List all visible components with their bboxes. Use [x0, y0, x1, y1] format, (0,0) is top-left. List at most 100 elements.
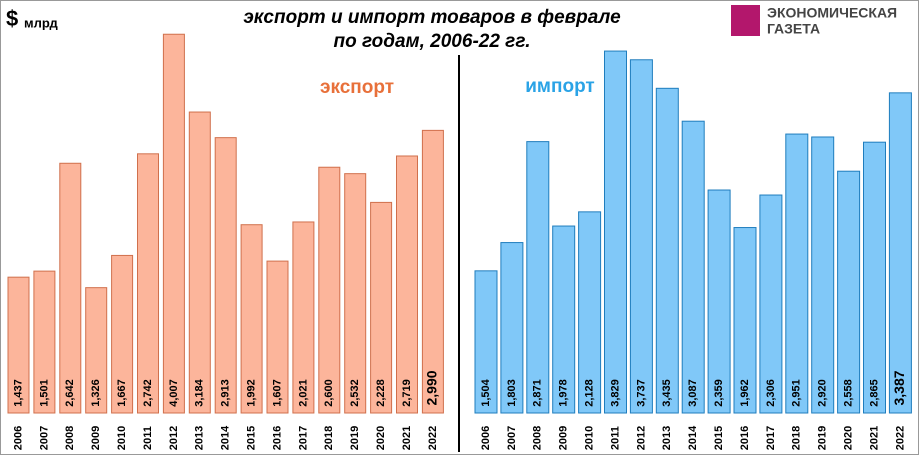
- logo-text: ГАЗЕТА: [767, 21, 820, 37]
- x-tick-label: 2020: [843, 426, 855, 450]
- title: экспорт и импорт товаров в феврале: [243, 7, 621, 28]
- value-label: 2,128: [584, 379, 596, 407]
- bar: [759, 194, 783, 414]
- logo-icon: [731, 5, 760, 36]
- x-tick-label: 2018: [791, 426, 803, 450]
- bar: [707, 189, 731, 414]
- value-label: 2,920: [817, 379, 829, 407]
- value-label: 3,087: [687, 379, 699, 407]
- series-label: экспорт: [320, 77, 394, 98]
- x-tick-label: 2012: [635, 426, 647, 450]
- x-tick-label: 2009: [558, 426, 570, 450]
- value-label: 3,829: [609, 379, 621, 407]
- value-label: 3,737: [635, 379, 647, 407]
- value-label: 1,992: [246, 379, 258, 407]
- value-label: 2,021: [297, 379, 309, 407]
- x-tick-label: 2010: [584, 426, 596, 450]
- bar: [214, 137, 237, 414]
- value-label: 2,951: [791, 379, 803, 407]
- x-tick-label: 2007: [38, 426, 50, 450]
- bar: [837, 170, 861, 414]
- bar: [421, 129, 444, 414]
- bar: [240, 224, 263, 414]
- value-label: 1,504: [480, 378, 492, 406]
- value-label: 2,871: [532, 379, 544, 407]
- value-label: 2,532: [349, 379, 361, 407]
- x-tick-label: 2014: [220, 425, 232, 450]
- bar: [85, 287, 108, 414]
- value-label: 1,962: [739, 379, 751, 407]
- value-label: 2,359: [713, 379, 725, 407]
- x-tick-label: 2010: [116, 426, 128, 450]
- bar: [655, 87, 679, 414]
- value-label: 1,978: [558, 379, 570, 407]
- bar: [162, 33, 185, 414]
- x-tick-label: 2016: [271, 426, 283, 450]
- logo-text: ЭКОНОМИЧЕСКАЯ: [767, 5, 897, 21]
- x-tick-label: 2019: [817, 426, 829, 450]
- x-tick-label: 2013: [661, 426, 673, 450]
- bar: [526, 141, 550, 414]
- value-label: 2,865: [868, 379, 880, 407]
- bar: [604, 50, 627, 414]
- x-tick-label: 2021: [401, 426, 413, 450]
- value-label: 2,642: [64, 379, 76, 407]
- bar: [500, 242, 524, 414]
- value-label: 3,387: [891, 370, 907, 405]
- x-tick-label: 2014: [687, 425, 699, 450]
- value-label: 2,719: [401, 379, 413, 407]
- x-tick-label: 2017: [297, 426, 309, 450]
- bar: [59, 162, 82, 414]
- bar: [318, 166, 341, 414]
- x-tick-label: 2006: [480, 426, 492, 450]
- x-tick-label: 2007: [506, 426, 518, 450]
- value-label: 1,326: [90, 379, 102, 407]
- x-tick-label: 2017: [765, 426, 777, 450]
- x-tick-label: 2009: [90, 426, 102, 450]
- bar: [33, 270, 56, 414]
- unit: млрд: [24, 15, 58, 30]
- x-tick-label: 2015: [246, 426, 258, 450]
- x-tick-label: 2008: [532, 426, 544, 450]
- bar: [629, 59, 653, 414]
- bar: [266, 260, 289, 414]
- x-tick-label: 2011: [142, 426, 154, 450]
- bar: [344, 173, 367, 414]
- value-label: 3,435: [661, 379, 673, 407]
- bar: [111, 254, 134, 414]
- x-tick-label: 2008: [64, 426, 76, 450]
- x-tick-label: 2022: [894, 426, 906, 450]
- value-label: 2,742: [142, 379, 154, 407]
- unit-symbol: $: [6, 6, 18, 31]
- bar: [733, 227, 757, 414]
- bar: [888, 92, 912, 414]
- x-tick-label: 2020: [375, 426, 387, 450]
- bar: [188, 111, 211, 414]
- bar: [811, 136, 835, 414]
- bar: [370, 201, 393, 414]
- x-tick-label: 2012: [168, 426, 180, 450]
- x-tick-label: 2015: [713, 426, 725, 450]
- bar: [292, 221, 315, 414]
- x-tick-label: 2021: [868, 426, 880, 450]
- bar: [7, 276, 30, 414]
- value-label: 2,600: [323, 379, 335, 407]
- value-label: 2,228: [375, 379, 387, 407]
- value-label: 1,803: [506, 379, 518, 407]
- value-label: 1,501: [38, 379, 50, 407]
- value-label: 2,913: [220, 379, 232, 407]
- bar: [863, 141, 886, 414]
- x-tick-label: 2018: [323, 426, 335, 450]
- x-tick-label: 2016: [739, 426, 751, 450]
- bar: [396, 155, 418, 414]
- bar: [552, 225, 576, 414]
- value-label: 2,558: [843, 379, 855, 407]
- title: по годам, 2006-22 гг.: [333, 31, 530, 52]
- x-tick-label: 2013: [194, 426, 206, 450]
- value-label: 4,007: [168, 379, 180, 407]
- bar: [681, 120, 705, 414]
- bar: [785, 133, 809, 414]
- value-label: 1,437: [12, 379, 24, 407]
- value-label: 1,667: [116, 379, 128, 407]
